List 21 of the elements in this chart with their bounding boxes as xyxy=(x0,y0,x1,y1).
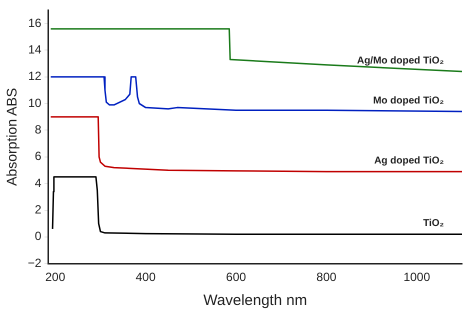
series-label: TiO₂ xyxy=(423,218,444,230)
y-tick-label: 12 xyxy=(28,69,42,84)
y-tick-label: 2 xyxy=(34,202,42,217)
y-tick-label: 14 xyxy=(28,42,42,57)
x-tick-label: 800 xyxy=(316,270,337,284)
x-tick-label: 400 xyxy=(136,270,156,284)
x-axis-title: Wavelength nm xyxy=(203,292,308,310)
y-tick-label: 0 xyxy=(34,229,42,244)
series-label: Mo doped TiO₂ xyxy=(373,95,444,106)
y-tick-label: 6 xyxy=(34,149,42,164)
series-label: Ag doped TiO₂ xyxy=(374,155,444,166)
x-tick-label: 600 xyxy=(226,270,246,284)
series-label: Ag/Mo doped TiO₂ xyxy=(356,55,444,66)
y-tick-label: 16 xyxy=(28,16,42,30)
y-axis-title: Absorption ABS xyxy=(3,88,20,186)
x-tick-label: 200 xyxy=(45,270,66,284)
y-tick-label: 8 xyxy=(34,122,42,137)
y-tick-label: 4 xyxy=(34,176,42,190)
x-tick-label: 1000 xyxy=(403,270,430,284)
y-tick-label: −2 xyxy=(28,256,42,270)
y-tick-label: 10 xyxy=(28,96,42,110)
